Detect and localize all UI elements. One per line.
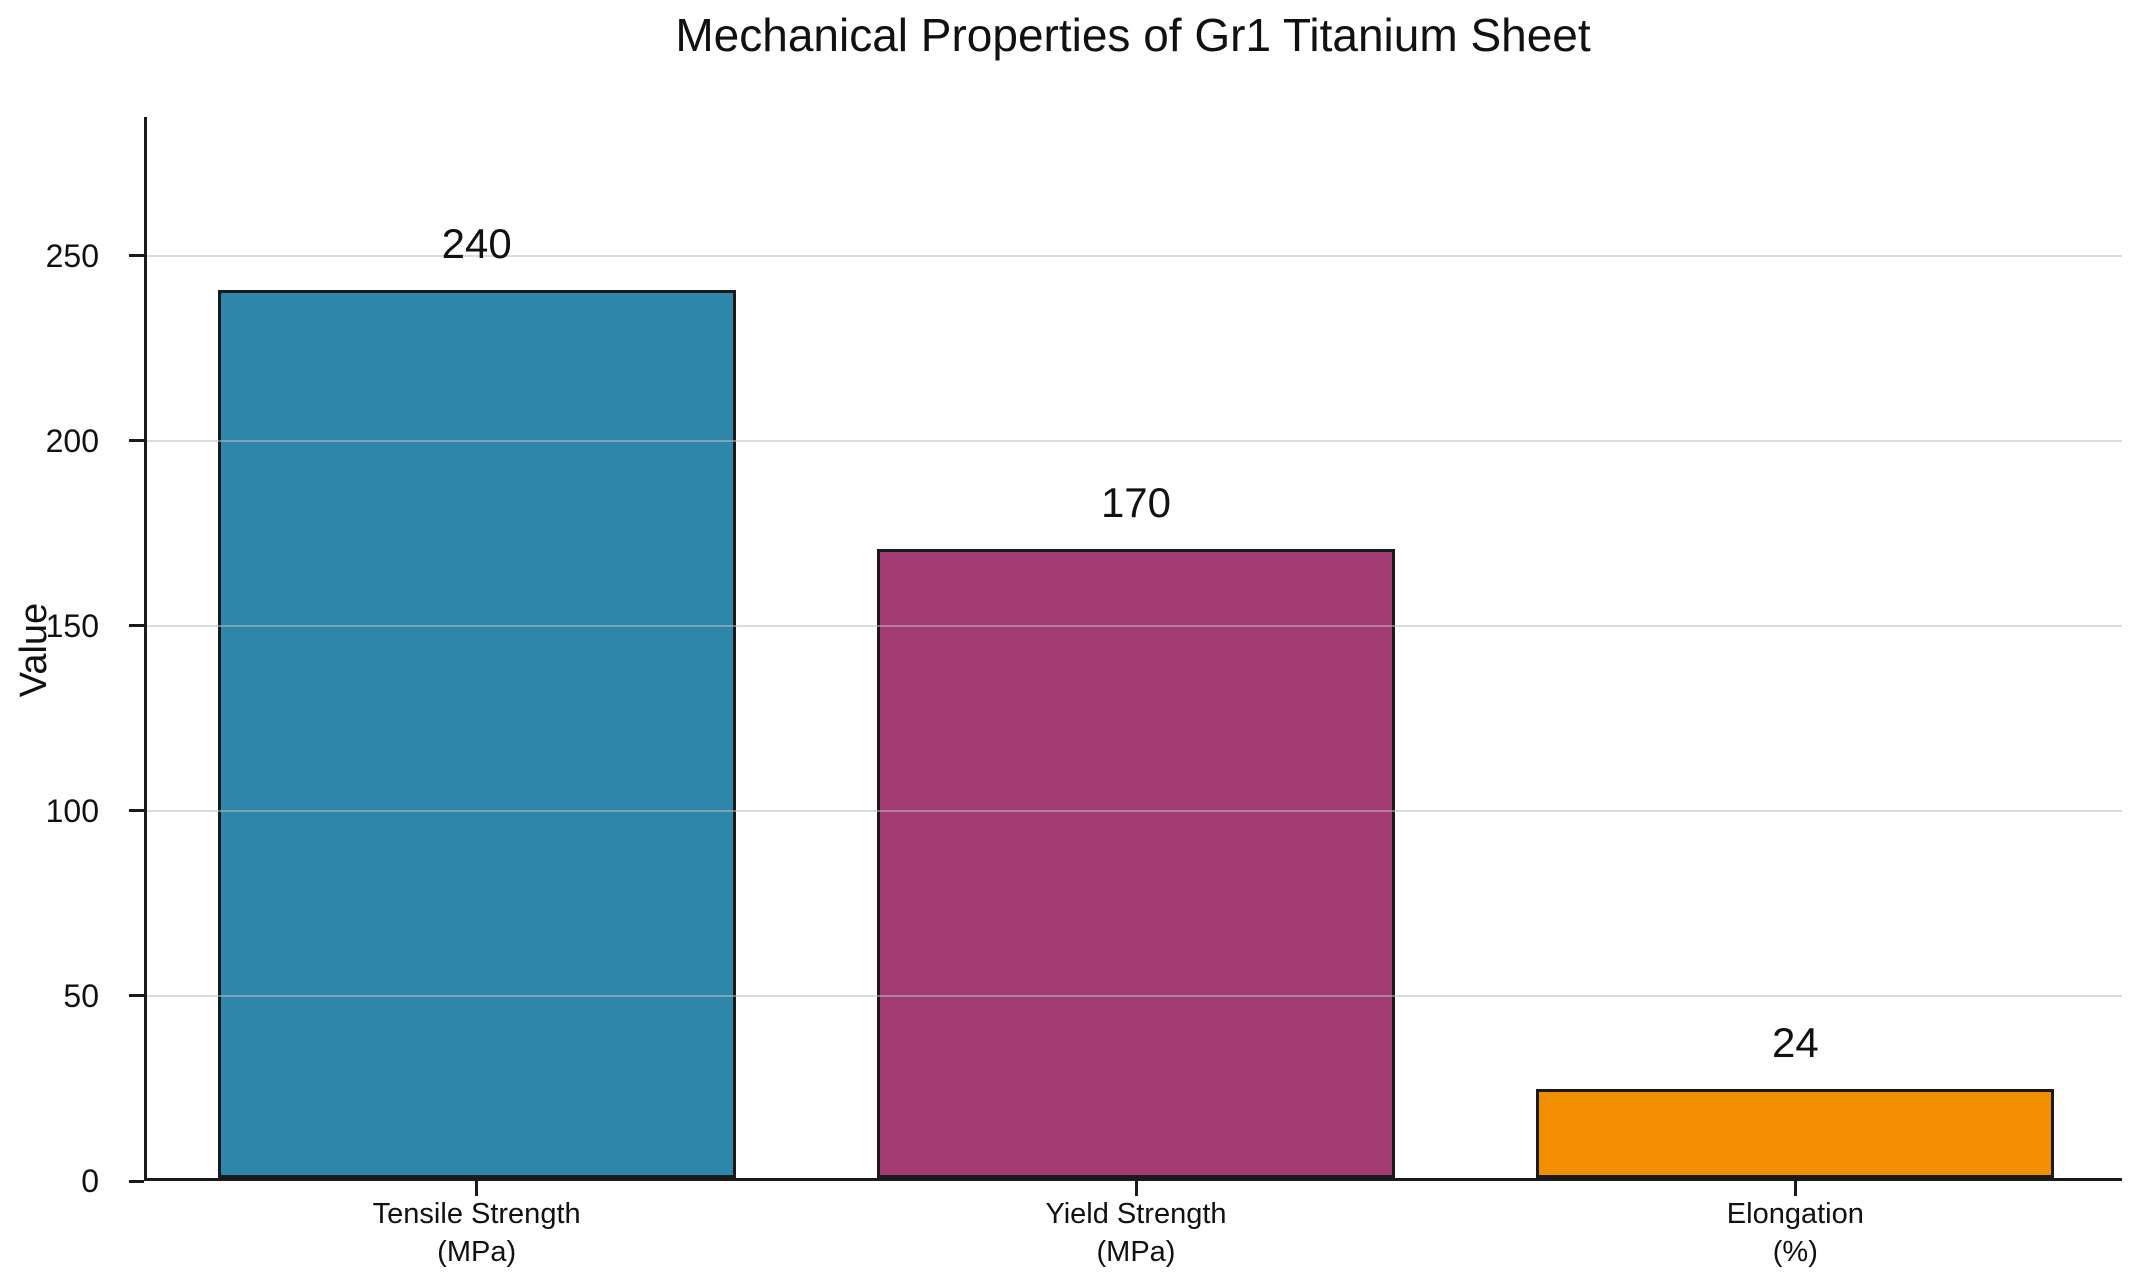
plot-area: 0 50 100 150 200 250 240 Tensile Strength (MPa) 1… bbox=[46, 117, 2122, 1268]
bar-tensile-strength bbox=[217, 289, 736, 1178]
bar-yield-strength bbox=[877, 548, 1395, 1178]
bar-value-label: 24 bbox=[1771, 1019, 1819, 1067]
x-tick-label: Yield Strength (MPa) bbox=[826, 1195, 1446, 1271]
x-tick-label: Elongation (%) bbox=[1485, 1195, 2105, 1271]
y-tick-label: 100 bbox=[45, 792, 99, 829]
x-tick-mark bbox=[475, 1181, 479, 1196]
y-tick-label: 250 bbox=[45, 237, 99, 274]
x-tick-label-line: Yield Strength bbox=[1045, 1198, 1227, 1230]
y-tick-mark bbox=[129, 439, 144, 443]
x-tick-label: Tensile Strength (MPa) bbox=[167, 1195, 787, 1271]
x-tick-label-line: Tensile Strength bbox=[372, 1198, 581, 1230]
x-tick-label-line: (MPa) bbox=[1096, 1236, 1176, 1268]
bar-elongation bbox=[1536, 1089, 2055, 1178]
x-tick-mark bbox=[1793, 1181, 1797, 1196]
bar-value-label: 240 bbox=[441, 219, 512, 267]
y-tick-label: 200 bbox=[45, 422, 99, 459]
y-tick-mark bbox=[129, 994, 144, 998]
y-tick-label: 50 bbox=[63, 977, 99, 1014]
bar-value-label: 170 bbox=[1100, 478, 1172, 526]
y-tick-label: 0 bbox=[81, 1163, 99, 1199]
y-tick-mark bbox=[129, 624, 144, 628]
x-tick-label-line: Elongation bbox=[1726, 1198, 1864, 1230]
y-tick-mark bbox=[129, 809, 144, 813]
y-tick-mark bbox=[129, 1179, 144, 1183]
x-tick-label-line: (%) bbox=[1772, 1236, 1818, 1268]
x-tick-label-line: (MPa) bbox=[437, 1236, 517, 1268]
y-tick-mark bbox=[129, 254, 144, 258]
y-tick-label: 150 bbox=[45, 607, 99, 644]
chart-title: Mechanical Properties of Gr1 Titanium Sh… bbox=[675, 9, 1591, 61]
x-tick-mark bbox=[1134, 1181, 1138, 1196]
